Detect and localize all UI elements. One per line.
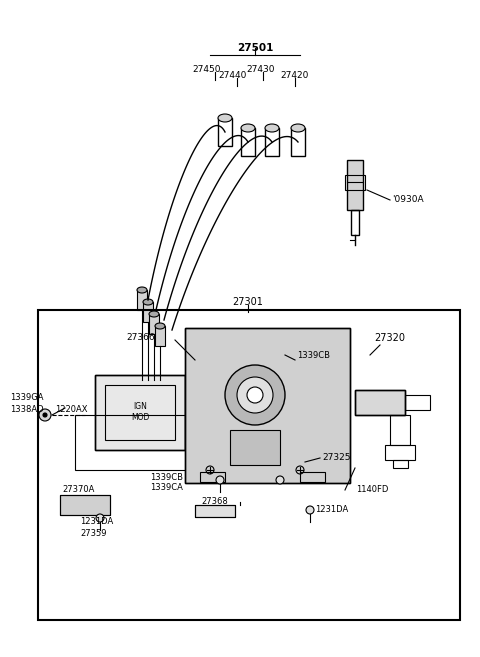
Bar bbox=[95, 375, 185, 450]
Text: 1231DA: 1231DA bbox=[315, 505, 348, 514]
Bar bbox=[355, 390, 405, 415]
Bar bbox=[393, 460, 408, 468]
Bar bbox=[241, 128, 255, 156]
Text: 27325: 27325 bbox=[322, 453, 350, 463]
Text: 1220AX: 1220AX bbox=[55, 405, 87, 415]
Bar bbox=[405, 395, 430, 410]
Circle shape bbox=[216, 476, 224, 484]
Bar bbox=[95, 375, 185, 450]
Bar bbox=[143, 302, 153, 322]
Circle shape bbox=[39, 409, 51, 421]
Ellipse shape bbox=[155, 323, 165, 329]
Bar bbox=[355, 390, 405, 415]
Circle shape bbox=[237, 377, 273, 413]
Text: IGN
MOD: IGN MOD bbox=[131, 402, 149, 422]
Bar bbox=[195, 505, 235, 517]
Bar bbox=[218, 118, 232, 146]
Text: 27370A: 27370A bbox=[62, 486, 95, 495]
Circle shape bbox=[306, 506, 314, 514]
Text: 27301: 27301 bbox=[233, 297, 264, 307]
Text: 1140FD: 1140FD bbox=[356, 486, 388, 495]
Bar bbox=[195, 505, 235, 517]
Ellipse shape bbox=[291, 124, 305, 132]
Bar bbox=[345, 175, 365, 190]
Bar bbox=[385, 445, 415, 460]
Bar bbox=[75, 415, 200, 470]
Bar bbox=[155, 326, 165, 346]
Circle shape bbox=[276, 476, 284, 484]
Bar bbox=[185, 328, 350, 483]
Text: 27420: 27420 bbox=[281, 72, 309, 81]
Bar bbox=[291, 128, 305, 156]
Text: 27440: 27440 bbox=[219, 72, 247, 81]
Ellipse shape bbox=[143, 299, 153, 305]
Ellipse shape bbox=[241, 124, 255, 132]
Text: 27501: 27501 bbox=[237, 43, 273, 53]
Bar bbox=[60, 495, 110, 515]
Bar bbox=[300, 472, 325, 482]
Circle shape bbox=[43, 413, 47, 417]
Text: 27366: 27366 bbox=[126, 332, 155, 342]
Circle shape bbox=[225, 365, 285, 425]
Bar bbox=[351, 210, 359, 235]
Text: 1339GA: 1339GA bbox=[10, 394, 44, 403]
Bar bbox=[265, 128, 279, 156]
Text: 27320: 27320 bbox=[374, 333, 406, 343]
Ellipse shape bbox=[265, 124, 279, 132]
Text: 1339CB: 1339CB bbox=[297, 350, 330, 359]
Circle shape bbox=[96, 514, 104, 522]
Bar bbox=[185, 328, 350, 483]
Bar bbox=[230, 430, 280, 465]
Bar bbox=[200, 472, 225, 482]
Bar bbox=[149, 314, 159, 334]
Text: 1231DA: 1231DA bbox=[80, 518, 113, 526]
Text: 1338AD: 1338AD bbox=[10, 405, 44, 415]
Text: 27359: 27359 bbox=[80, 528, 107, 537]
Text: 1339CB: 1339CB bbox=[150, 474, 183, 482]
Text: 27450: 27450 bbox=[193, 66, 221, 74]
Text: 27368: 27368 bbox=[202, 497, 228, 507]
Ellipse shape bbox=[137, 287, 147, 293]
Bar bbox=[390, 415, 410, 445]
Text: '0930A: '0930A bbox=[392, 196, 424, 204]
Bar bbox=[137, 290, 147, 310]
Text: 1339CA: 1339CA bbox=[150, 484, 183, 493]
Bar bbox=[60, 495, 110, 515]
Circle shape bbox=[247, 387, 263, 403]
Bar bbox=[347, 160, 363, 210]
Ellipse shape bbox=[149, 311, 159, 317]
Text: 27430: 27430 bbox=[247, 66, 275, 74]
Bar bbox=[105, 385, 175, 440]
Bar bbox=[38, 310, 460, 620]
Ellipse shape bbox=[218, 114, 232, 122]
